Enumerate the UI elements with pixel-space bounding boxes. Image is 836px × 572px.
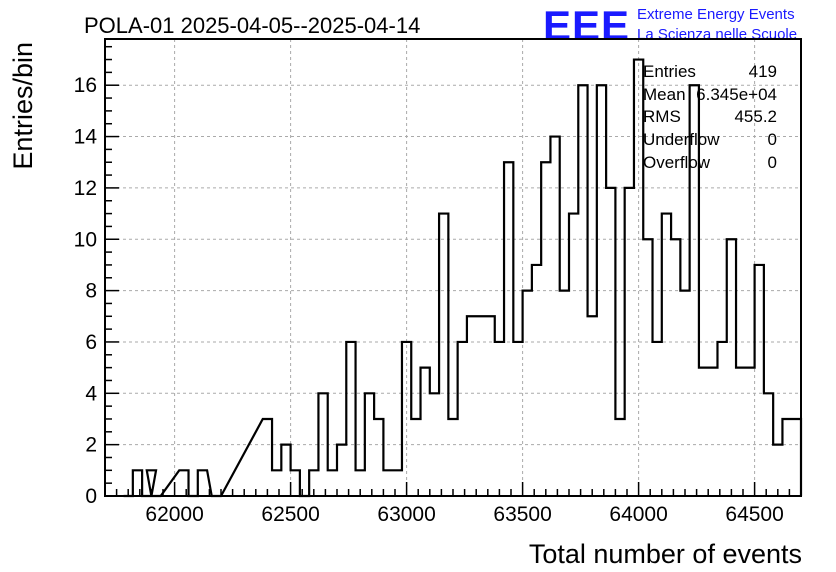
y-tick-label: 2: [85, 434, 97, 457]
x-tick-label: 63500: [493, 503, 551, 526]
y-tick-label: 0: [85, 485, 97, 508]
y-tick-label: 12: [74, 177, 97, 200]
axis-ticks: [104, 45, 802, 497]
stat-underflow-label: Underflow: [643, 130, 720, 149]
plot-frame: [104, 38, 802, 497]
y-tick-label: 16: [74, 74, 97, 97]
chart-title: POLA-01 2025-04-05--2025-04-14: [84, 13, 420, 38]
logo-mark: EEE: [543, 2, 630, 49]
x-tick-labels: 62000 62500 63000 63500 64000 64500: [145, 503, 783, 526]
y-tick-label: 6: [85, 331, 97, 354]
stat-entries-value: 419: [749, 62, 777, 81]
stat-overflow-label: Overflow: [643, 153, 711, 172]
logo-line-1: Extreme Energy Events: [637, 6, 795, 23]
y-tick-label: 14: [74, 126, 98, 149]
y-tick-label: 8: [85, 280, 97, 303]
x-tick-label: 62000: [145, 503, 203, 526]
y-tick-label: 10: [74, 228, 97, 251]
x-tick-label: 62500: [261, 503, 319, 526]
y-tick-label: 4: [85, 382, 97, 405]
y-tick-labels: 0 2 4 6 8 10 12 14 16: [74, 74, 98, 508]
histogram-step-line: [123, 58, 803, 498]
stat-rms-label: RMS: [643, 107, 681, 126]
eee-logo: EEE Extreme Energy Events La Scienza nel…: [543, 2, 797, 49]
stat-mean-label: Mean: [643, 85, 686, 104]
x-axis-label: Total number of events: [529, 539, 802, 569]
stat-entries-label: Entries: [643, 62, 696, 81]
logo-line-2: La Scienza nelle Scuole: [637, 26, 797, 43]
stat-underflow-value: 0: [768, 130, 777, 149]
y-axis-label: Entries/bin: [8, 42, 38, 170]
stats-box: Entries 419 Mean 6.345e+04 RMS 455.2 Und…: [643, 62, 777, 172]
stat-overflow-value: 0: [768, 153, 777, 172]
grid-lines: [105, 39, 801, 497]
x-tick-label: 64500: [725, 503, 783, 526]
x-tick-label: 64000: [609, 503, 667, 526]
stat-rms-value: 455.2: [734, 107, 777, 126]
x-tick-label: 63000: [377, 503, 435, 526]
stat-mean-value: 6.345e+04: [696, 85, 777, 104]
